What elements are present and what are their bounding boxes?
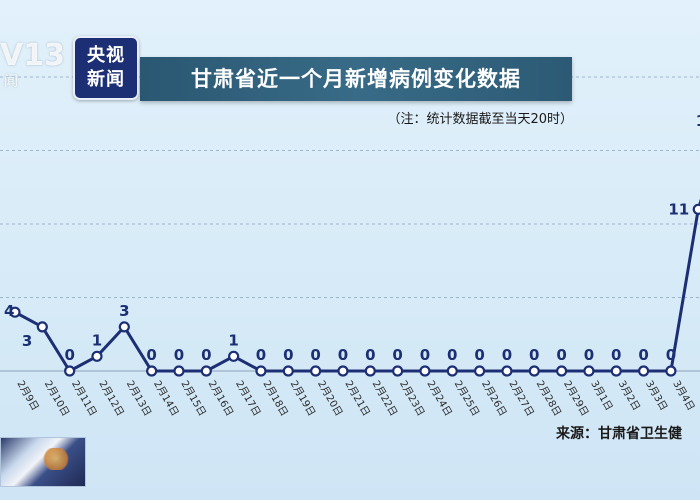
data-point	[9, 306, 21, 318]
cctv-news-badge: 央视 新闻	[73, 36, 139, 100]
data-point	[501, 365, 513, 377]
x-tick-label: 2月24日	[424, 379, 454, 419]
news-badge-line2: 新闻	[87, 69, 125, 90]
data-point	[91, 350, 103, 362]
x-tick-label: 3月3日	[643, 379, 670, 413]
data-label: 0	[310, 346, 320, 364]
series-line	[14, 198, 700, 373]
x-tick-label: 2月26日	[479, 379, 509, 419]
data-point	[692, 203, 700, 215]
chart-title: 甘肃省近一个月新增病例变化数据	[140, 57, 572, 101]
data-label: 0	[174, 346, 184, 364]
data-label: 0	[64, 346, 74, 364]
data-point	[118, 321, 130, 333]
data-point	[665, 365, 677, 377]
data-label: 0	[556, 346, 566, 364]
data-point	[310, 365, 322, 377]
data-point	[255, 365, 267, 377]
data-point	[555, 365, 568, 377]
inset-photo	[0, 437, 86, 487]
cctv13-logo-text: V13	[0, 38, 65, 73]
data-label: 0	[474, 346, 484, 364]
data-point	[228, 350, 240, 362]
data-label: 4	[4, 302, 14, 320]
data-point	[528, 365, 540, 377]
data-label: 3	[119, 302, 129, 320]
data-label: 17	[696, 112, 700, 130]
data-label: 3	[22, 332, 32, 350]
data-point	[364, 365, 376, 377]
data-point	[337, 365, 349, 377]
data-label: 1	[92, 331, 102, 349]
data-label: 0	[666, 346, 676, 364]
x-tick-label: 2月9日	[14, 379, 41, 413]
data-label: 0	[392, 346, 402, 364]
data-point	[637, 365, 650, 377]
data-label: 0	[638, 346, 648, 364]
x-tick-label: 2月16日	[206, 379, 236, 419]
data-point	[200, 365, 212, 377]
data-label: 0	[146, 346, 156, 364]
data-label: 0	[502, 346, 512, 364]
data-label: 0	[365, 346, 375, 364]
x-tick-label: 2月28日	[534, 379, 564, 419]
data-label: 0	[529, 346, 539, 364]
data-point	[474, 365, 486, 377]
data-label: 0	[584, 346, 594, 364]
x-tick-label: 3月2日	[616, 379, 643, 413]
x-tick-label: 2月21日	[342, 379, 372, 419]
data-label: 0	[201, 346, 211, 364]
x-tick-label: 2月18日	[260, 379, 290, 419]
data-label: 0	[420, 346, 430, 364]
data-label: 0	[283, 346, 293, 364]
source-note: 来源：甘肃省卫生健	[556, 426, 682, 442]
data-point	[446, 365, 458, 377]
x-tick-label: 2月29日	[561, 379, 591, 419]
x-tick-label: 2月27日	[506, 379, 536, 419]
data-point	[36, 321, 48, 333]
x-tick-label: 2月19日	[288, 379, 318, 419]
x-tick-label: 2月11日	[69, 379, 99, 419]
data-point	[610, 365, 622, 377]
data-point	[146, 365, 158, 377]
x-tick-label: 2月10日	[42, 379, 72, 419]
x-tick-label: 2月14日	[151, 379, 181, 419]
data-label: 0	[256, 346, 266, 364]
data-label: 0	[447, 346, 457, 364]
cctv13-logo-sub: 闻	[4, 74, 18, 90]
data-label: 0	[611, 346, 621, 364]
x-tick-label: 2月22日	[370, 379, 400, 419]
x-tick-label: 2月23日	[397, 379, 427, 419]
data-point	[583, 365, 595, 377]
data-label: 11	[668, 200, 689, 218]
news-badge-line1: 央视	[87, 45, 125, 66]
chart-note: （注：统计数据截至当天20时）	[387, 112, 573, 127]
x-tick-label: 2月13日	[124, 379, 154, 419]
x-tick-label: 2月15日	[178, 379, 208, 419]
x-tick-label: 3月1日	[588, 379, 615, 413]
data-point	[392, 365, 404, 377]
data-point	[64, 365, 76, 377]
data-label: 1	[228, 331, 238, 349]
data-point	[419, 365, 431, 377]
x-tick-label: 3月4日	[670, 379, 697, 413]
cctv13-logo: V13 闻	[0, 36, 65, 98]
x-tick-label: 2月17日	[233, 379, 263, 419]
x-tick-label: 2月20日	[315, 379, 345, 419]
data-label: 0	[338, 346, 348, 364]
data-point	[173, 365, 185, 377]
x-tick-label: 2月12日	[96, 379, 126, 419]
x-tick-label: 2月25日	[452, 379, 482, 419]
data-point	[282, 365, 294, 377]
